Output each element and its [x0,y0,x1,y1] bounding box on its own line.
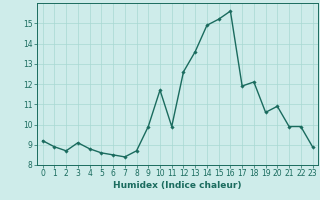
X-axis label: Humidex (Indice chaleur): Humidex (Indice chaleur) [113,181,242,190]
